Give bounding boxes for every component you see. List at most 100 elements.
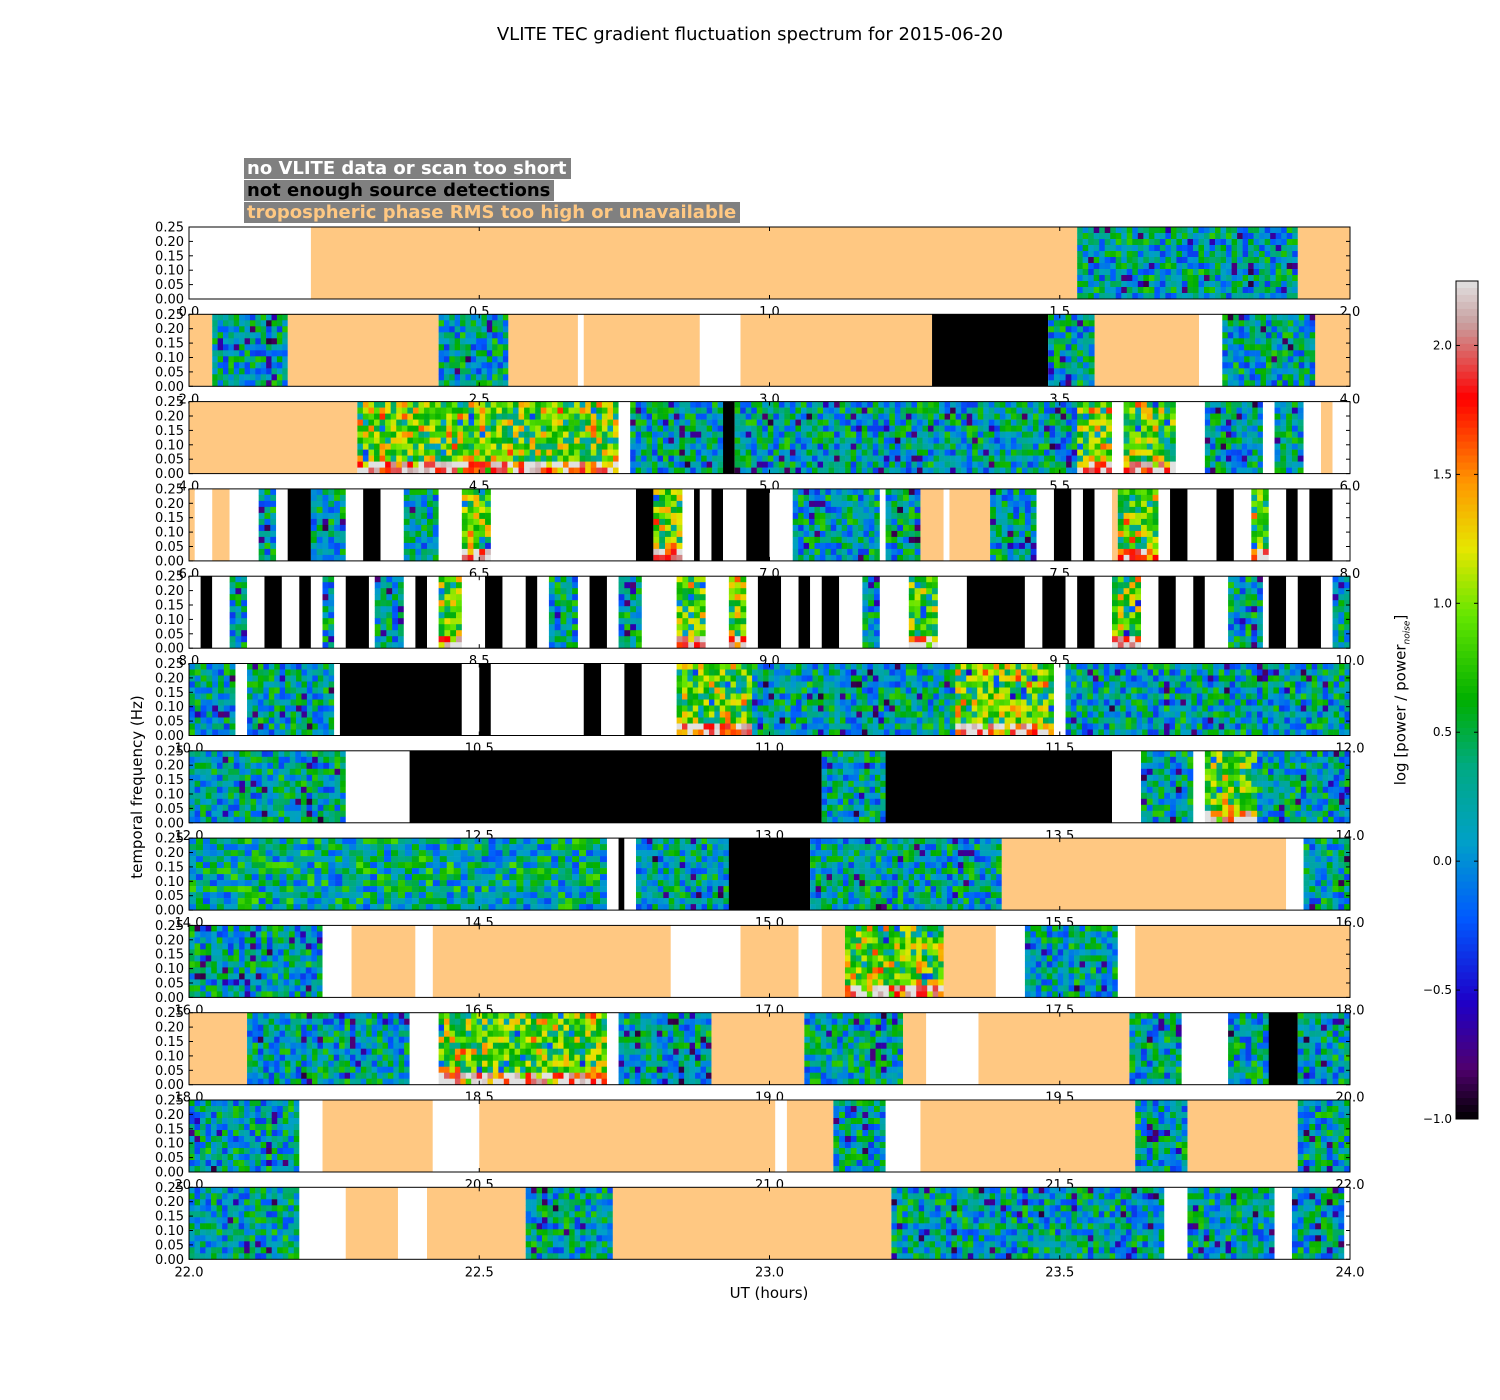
spectrum-cell bbox=[454, 338, 461, 345]
spectrum-cell bbox=[1099, 287, 1106, 294]
spectrum-cell bbox=[961, 431, 967, 438]
spectrum-cell bbox=[424, 467, 430, 474]
spectrum-cell bbox=[1093, 239, 1100, 246]
spectrum-cell bbox=[1237, 239, 1243, 246]
spectrum-cell bbox=[630, 618, 637, 625]
spectrum-cell bbox=[1236, 401, 1243, 408]
spectrum-cell bbox=[988, 431, 995, 438]
spectrum-cell bbox=[795, 449, 802, 456]
spectrum-cell bbox=[706, 401, 713, 408]
spectrum-cell bbox=[1123, 449, 1130, 456]
spectrum-cell bbox=[1270, 245, 1276, 252]
spectrum-cell bbox=[241, 582, 248, 589]
spectrum-cell bbox=[479, 488, 486, 496]
spectrum-cell bbox=[518, 437, 525, 444]
spectrum-cell bbox=[914, 542, 921, 550]
spectrum-cell bbox=[249, 314, 256, 321]
spectrum-cell bbox=[1215, 437, 1222, 444]
spectrum-cell bbox=[676, 612, 683, 619]
spectrum-cell bbox=[374, 431, 380, 438]
spectrum-cell bbox=[1204, 269, 1210, 276]
spectrum-cell bbox=[1152, 413, 1159, 420]
spectrum-cell bbox=[1291, 467, 1299, 474]
spectrum-cell bbox=[249, 350, 256, 357]
spectrum-cell bbox=[939, 401, 945, 408]
spectrum-cell bbox=[1019, 488, 1026, 496]
spectrum-cell bbox=[386, 576, 393, 583]
spectrum-cell bbox=[1123, 488, 1130, 496]
spectrum-cell bbox=[229, 729, 236, 736]
spectrum-cell bbox=[392, 630, 399, 637]
spectrum-cell bbox=[296, 681, 302, 688]
spectrum-cell bbox=[868, 506, 875, 514]
spectrum-cell bbox=[386, 630, 393, 637]
spectrum-cell bbox=[1233, 630, 1241, 637]
spectrum-cell bbox=[1013, 494, 1020, 502]
spectrum-cell bbox=[485, 449, 492, 456]
spectrum-cell bbox=[501, 461, 508, 468]
spectrum-cell bbox=[1176, 227, 1183, 234]
spectrum-cell bbox=[409, 548, 416, 556]
spectrum-cell bbox=[1209, 239, 1216, 246]
spectrum-cell bbox=[825, 524, 832, 532]
spectrum-cell bbox=[872, 461, 879, 468]
spectrum-cell bbox=[1010, 437, 1017, 444]
spectrum-cell bbox=[668, 443, 675, 450]
y-tick-label: 0.25 bbox=[155, 308, 184, 323]
spectrum-cell bbox=[296, 705, 302, 712]
spectrum-cell bbox=[624, 642, 631, 649]
spectrum-cell bbox=[1225, 419, 1232, 426]
spectrum-cell bbox=[328, 488, 335, 496]
spectrum-cell bbox=[745, 443, 752, 450]
spectrum-cell bbox=[1019, 554, 1026, 562]
spectrum-cell bbox=[601, 455, 608, 462]
spectrum-cell bbox=[809, 512, 815, 520]
spectrum-cell bbox=[328, 512, 335, 520]
spectrum-cell bbox=[438, 636, 445, 643]
spectrum-cell bbox=[438, 576, 445, 583]
segment-no-detections bbox=[200, 576, 213, 649]
spectrum-cell bbox=[1233, 612, 1241, 619]
spectrum-cell bbox=[908, 618, 915, 625]
spectrum-cell bbox=[1204, 239, 1210, 246]
spectrum-cell bbox=[1165, 269, 1172, 276]
spectrum-cell bbox=[409, 524, 416, 532]
spectrum-cell bbox=[427, 494, 434, 502]
spectrum-cell bbox=[1231, 293, 1238, 300]
spectrum-cell bbox=[574, 467, 580, 474]
spectrum-cell bbox=[223, 368, 229, 375]
spectrum-cell bbox=[670, 488, 677, 496]
spectrum-cell bbox=[646, 407, 653, 414]
spectrum-cell bbox=[223, 314, 229, 321]
spectrum-cell bbox=[659, 518, 666, 526]
spectrum-cell bbox=[862, 642, 869, 649]
spectrum-cell bbox=[1088, 281, 1095, 288]
spectrum-cell bbox=[905, 407, 912, 414]
spectrum-cell bbox=[1170, 461, 1177, 468]
spectrum-cell bbox=[800, 413, 807, 420]
spectrum-cell bbox=[590, 431, 597, 438]
segment-no-data bbox=[1036, 488, 1054, 561]
spectrum-cell bbox=[1209, 251, 1216, 258]
spectrum-cell bbox=[863, 506, 870, 514]
spectrum-cell bbox=[1104, 239, 1111, 246]
spectrum-cell bbox=[285, 729, 291, 736]
spectrum-cell bbox=[867, 419, 874, 426]
spectrum-cell bbox=[690, 461, 697, 468]
spectrum-cell bbox=[1293, 368, 1300, 375]
spectrum-cell bbox=[473, 488, 480, 496]
spectrum-cell bbox=[613, 443, 619, 450]
spectrum-cell bbox=[1286, 281, 1293, 288]
spectrum-cell bbox=[852, 512, 859, 520]
spectrum-cell bbox=[883, 467, 890, 474]
spectrum-cell bbox=[1088, 245, 1095, 252]
spectrum-cell bbox=[630, 624, 637, 631]
spectrum-cell bbox=[670, 512, 677, 520]
spectrum-cell bbox=[630, 576, 637, 583]
spectrum-cell bbox=[438, 374, 445, 381]
spectrum-cell bbox=[1111, 576, 1119, 583]
spectrum-cell bbox=[950, 431, 956, 438]
spectrum-cell bbox=[972, 467, 979, 474]
spectrum-cell bbox=[1271, 362, 1278, 369]
spectrum-cell bbox=[607, 437, 614, 444]
